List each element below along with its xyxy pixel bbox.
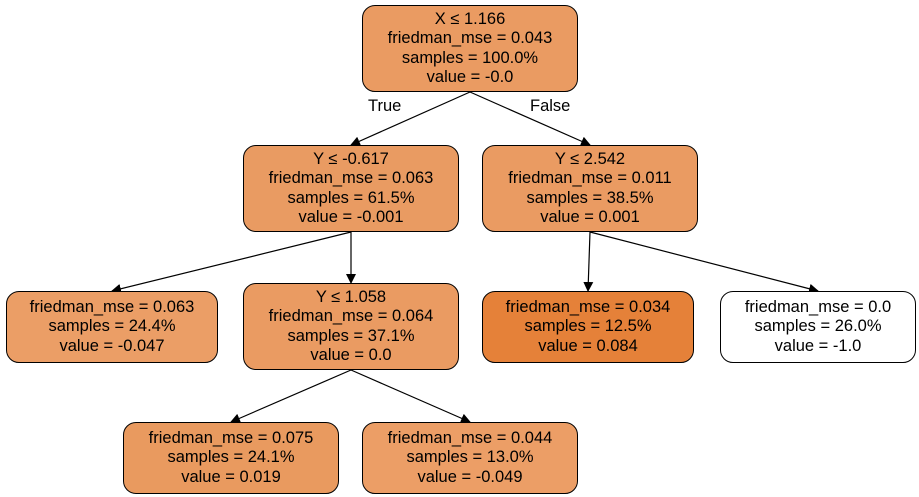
node-text-line: friedman_mse = 0.0 [744,297,892,316]
node-text-line: value = -0.001 [298,208,404,226]
node-text-line: Y ≤ 1.058 [315,287,387,306]
node-text-line: value = -0.0 [426,68,514,86]
node-text-line: samples = 24.1% [167,448,295,467]
node-text-line: X ≤ 1.166 [434,9,506,28]
tree-node-n2: friedman_mse = 0.063 samples = 24.4% value… [6,291,218,363]
tree-node-n7: friedman_mse = 0.034 samples = 12.5% value… [482,291,694,363]
tree-node-n4: friedman_mse = 0.075 samples = 24.1% value… [123,422,339,494]
node-text-line: friedman_mse = 0.064 [268,307,434,325]
node-text-line: samples = 100.0% [401,48,539,67]
node-text-line: value = 0.0 [310,346,392,364]
node-text-line: samples = 61.5% [287,188,415,207]
node-text-line: value = 0.084 [538,336,638,355]
tree-node-n3: Y ≤ 1.058 friedman_mse = 0.064 samples = 3… [243,283,459,370]
edge-n6-n7 [583,231,594,292]
tree-node-n1: Y ≤ -0.617 friedman_mse = 0.063 samples = … [243,145,459,232]
edge-n6-n8 [589,231,819,294]
edge-n3-n4 [230,369,352,424]
node-text-line: friedman_mse = 0.034 [505,297,671,316]
node-text-line: value = 0.019 [181,467,281,486]
node-text-line: friedman_mse = 0.063 [29,297,195,316]
node-text-line: samples = 12.5% [524,317,652,336]
node-text-line: friedman_mse = 0.044 [387,428,553,447]
node-text-line: friedman_mse = 0.063 [268,169,434,187]
node-text-line: samples = 26.0% [754,317,882,336]
node-text-line: friedman_mse = 0.075 [148,428,314,447]
edge-n0-n1 [350,91,471,146]
tree-node-n5: friedman_mse = 0.044 samples = 13.0% value… [362,422,578,494]
edge-label-true: True [368,97,402,115]
tree-node-n6: Y ≤ 2.542 friedman_mse = 0.011 samples = 3… [482,145,698,232]
node-text-line: value = 0.001 [540,208,640,226]
node-text-line: Y ≤ -0.617 [313,149,389,168]
node-text-line: friedman_mse = 0.043 [387,29,553,47]
tree-node-n0: X ≤ 1.166 friedman_mse = 0.043 samples = 1… [362,5,578,92]
edge-n3-n5 [350,369,471,423]
node-text-line: samples = 38.5% [526,188,654,207]
edge-label-false: False [530,97,571,115]
edge-n0-n6 [469,91,591,146]
node-text-line: samples = 24.4% [48,317,176,336]
tree-node-n8: friedman_mse = 0.0 samples = 26.0% value =… [720,291,916,363]
node-text-line: samples = 13.0% [406,448,534,467]
node-text-line: samples = 37.1% [287,326,415,345]
node-text-line: Y ≤ 2.542 [554,149,626,168]
edge-n1-n2 [111,231,352,294]
node-text-line: value = -1.0 [774,336,862,355]
node-text-line: value = -0.049 [417,467,523,486]
node-text-line: friedman_mse = 0.011 [508,169,672,187]
node-text-line: value = -0.047 [59,336,165,355]
